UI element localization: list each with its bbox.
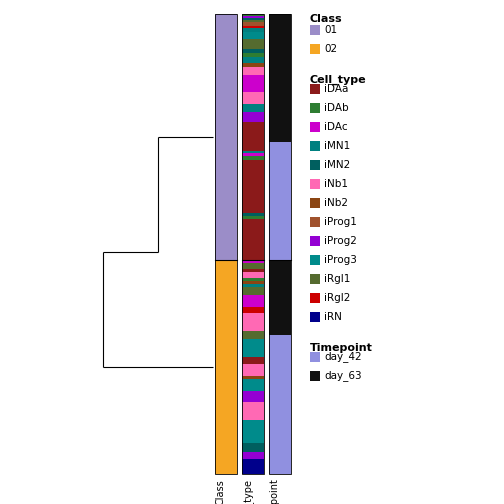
Bar: [242, 122, 264, 151]
Bar: [242, 263, 264, 269]
Bar: [310, 25, 320, 35]
Bar: [242, 391, 264, 402]
Bar: [242, 151, 264, 153]
Bar: [242, 38, 264, 49]
Bar: [269, 260, 291, 335]
Bar: [310, 198, 320, 208]
Bar: [242, 331, 264, 339]
Text: Timepoint: Timepoint: [310, 343, 373, 353]
Bar: [310, 179, 320, 189]
Bar: [310, 236, 320, 246]
Text: iMN2: iMN2: [324, 160, 350, 170]
Bar: [242, 219, 264, 260]
Text: iDAc: iDAc: [324, 122, 348, 132]
Bar: [242, 420, 264, 444]
Text: iProg3: iProg3: [324, 255, 357, 265]
Text: Timepoint: Timepoint: [270, 479, 280, 504]
Bar: [242, 307, 264, 313]
Text: iNb1: iNb1: [324, 179, 348, 189]
Text: iRgl2: iRgl2: [324, 293, 350, 303]
Text: Class: Class: [216, 479, 226, 504]
Bar: [310, 371, 320, 381]
Bar: [242, 339, 264, 357]
Bar: [242, 16, 264, 18]
Bar: [242, 313, 264, 331]
Bar: [310, 312, 320, 322]
Bar: [310, 293, 320, 303]
Bar: [310, 217, 320, 227]
Bar: [242, 213, 264, 216]
Bar: [310, 352, 320, 362]
Bar: [242, 278, 264, 281]
Bar: [242, 216, 264, 219]
Bar: [269, 14, 291, 142]
Text: iRgl1: iRgl1: [324, 274, 350, 284]
Bar: [242, 284, 264, 287]
Text: day_42: day_42: [324, 351, 362, 362]
Text: iMN1: iMN1: [324, 141, 350, 151]
Bar: [242, 153, 264, 156]
Bar: [242, 14, 264, 474]
Bar: [242, 376, 264, 379]
Bar: [242, 18, 264, 20]
Text: Class: Class: [310, 14, 343, 24]
Text: day_63: day_63: [324, 370, 362, 381]
Bar: [242, 53, 264, 57]
Bar: [242, 402, 264, 420]
Bar: [242, 104, 264, 112]
Bar: [310, 141, 320, 151]
Bar: [269, 335, 291, 474]
Bar: [242, 160, 264, 213]
Text: Cell_type: Cell_type: [242, 479, 253, 504]
Bar: [215, 14, 237, 260]
Bar: [310, 255, 320, 265]
Bar: [215, 260, 237, 474]
Bar: [242, 26, 264, 28]
Bar: [310, 274, 320, 284]
Text: iProg2: iProg2: [324, 236, 357, 246]
Bar: [242, 22, 264, 26]
Bar: [242, 57, 264, 63]
Bar: [242, 379, 264, 391]
Bar: [310, 44, 320, 54]
Bar: [242, 459, 264, 474]
Bar: [269, 14, 291, 474]
Bar: [242, 49, 264, 53]
Bar: [242, 364, 264, 376]
Bar: [242, 444, 264, 452]
Text: Cell_type: Cell_type: [310, 75, 366, 85]
Text: iRN: iRN: [324, 312, 342, 322]
Text: iProg1: iProg1: [324, 217, 357, 227]
Bar: [242, 156, 264, 160]
Text: iDAb: iDAb: [324, 103, 349, 113]
Bar: [242, 272, 264, 278]
Bar: [242, 112, 264, 122]
Bar: [242, 357, 264, 364]
Bar: [242, 281, 264, 284]
Bar: [242, 260, 264, 263]
Bar: [242, 92, 264, 104]
Text: iNb2: iNb2: [324, 198, 348, 208]
Text: 01: 01: [324, 25, 337, 35]
Bar: [242, 75, 264, 92]
Bar: [310, 84, 320, 94]
Bar: [242, 269, 264, 272]
Bar: [310, 160, 320, 170]
Bar: [242, 452, 264, 459]
Bar: [310, 122, 320, 132]
Bar: [310, 103, 320, 113]
Bar: [215, 14, 237, 474]
Bar: [242, 14, 264, 16]
Text: iDAa: iDAa: [324, 84, 348, 94]
Bar: [242, 287, 264, 295]
Bar: [242, 28, 264, 32]
Bar: [242, 20, 264, 22]
Bar: [242, 295, 264, 307]
Bar: [242, 67, 264, 75]
Bar: [242, 32, 264, 38]
Bar: [242, 63, 264, 67]
Text: 02: 02: [324, 44, 337, 54]
Bar: [269, 142, 291, 260]
